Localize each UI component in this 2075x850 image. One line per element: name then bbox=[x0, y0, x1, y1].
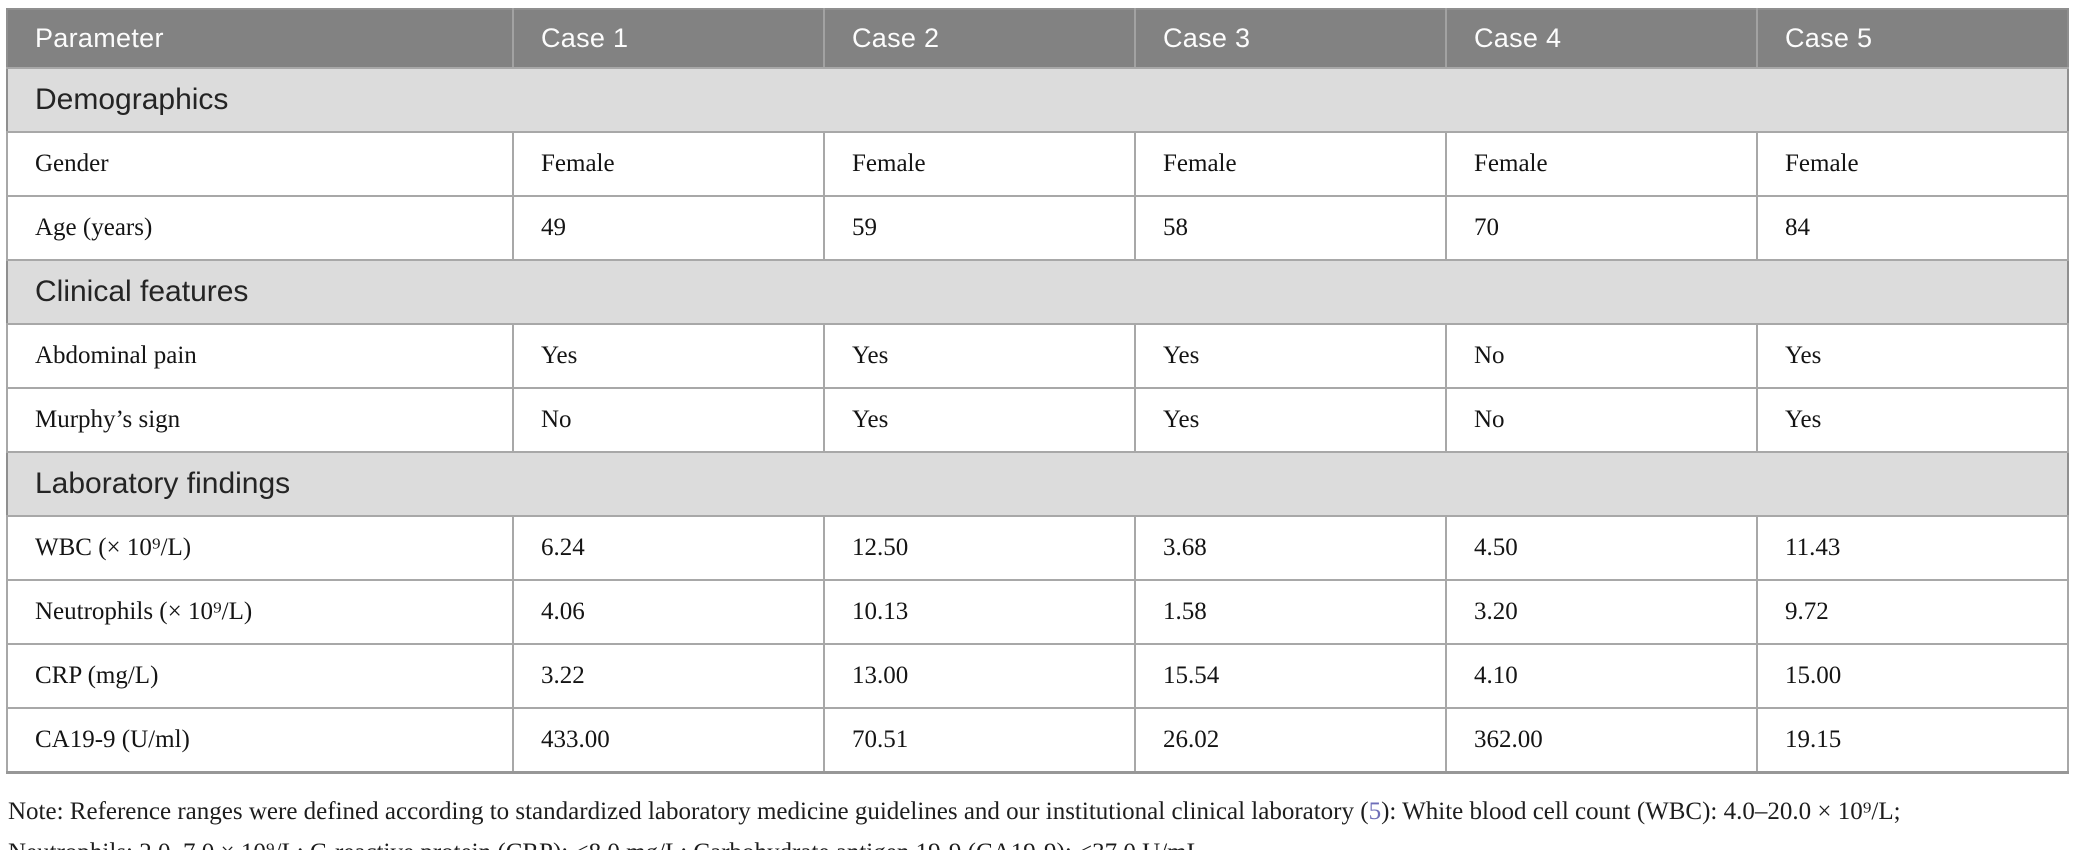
cell-age-case-5: 84 bbox=[1756, 195, 2069, 261]
cell-abdominal-pain-case-3: Yes bbox=[1134, 323, 1447, 389]
footnote: Note: Reference ranges were defined acco… bbox=[8, 791, 2067, 850]
cell-neutrophils-case-5: 9.72 bbox=[1756, 579, 2069, 645]
cell-neutrophils-case-1: 4.06 bbox=[512, 579, 825, 645]
cell-ca19-9-case-5: 19.15 bbox=[1756, 707, 2069, 774]
section-row-laboratory-findings: Laboratory findings bbox=[7, 451, 2068, 517]
cell-abdominal-pain-case-1: Yes bbox=[512, 323, 825, 389]
row-label-age: Age (years) bbox=[6, 195, 514, 261]
table-row-wbc: WBC (× 10⁹/L) 6.24 12.50 3.68 4.50 11.43 bbox=[6, 515, 2069, 581]
column-header-case-1: Case 1 bbox=[512, 9, 824, 69]
section-title-laboratory-findings: Laboratory findings bbox=[7, 451, 2068, 517]
column-header-case-2: Case 2 bbox=[823, 9, 1135, 69]
cell-crp-case-1: 3.22 bbox=[512, 643, 825, 709]
cell-murphys-sign-case-4: No bbox=[1445, 387, 1758, 453]
section-title-demographics: Demographics bbox=[7, 67, 2068, 133]
column-header-case-5: Case 5 bbox=[1756, 9, 2068, 69]
row-label-crp: CRP (mg/L) bbox=[6, 643, 514, 709]
cell-wbc-case-3: 3.68 bbox=[1134, 515, 1447, 581]
table-row-age: Age (years) 49 59 58 70 84 bbox=[6, 195, 2069, 261]
cell-age-case-4: 70 bbox=[1445, 195, 1758, 261]
cell-abdominal-pain-case-4: No bbox=[1445, 323, 1758, 389]
footnote-line2: Neutrophils: 2.0–7.0 × 10⁹/L; C-reactive… bbox=[8, 839, 1208, 850]
cell-neutrophils-case-3: 1.58 bbox=[1134, 579, 1447, 645]
row-label-abdominal-pain: Abdominal pain bbox=[6, 323, 514, 389]
section-row-demographics: Demographics bbox=[7, 67, 2068, 133]
cell-wbc-case-4: 4.50 bbox=[1445, 515, 1758, 581]
cell-murphys-sign-case-1: No bbox=[512, 387, 825, 453]
table-row-abdominal-pain: Abdominal pain Yes Yes Yes No Yes bbox=[6, 323, 2069, 389]
row-label-gender: Gender bbox=[6, 131, 514, 197]
section-row-clinical-features: Clinical features bbox=[7, 259, 2068, 325]
column-header-case-4: Case 4 bbox=[1445, 9, 1757, 69]
column-header-case-3: Case 3 bbox=[1134, 9, 1446, 69]
cell-age-case-1: 49 bbox=[512, 195, 825, 261]
cell-abdominal-pain-case-5: Yes bbox=[1756, 323, 2069, 389]
table-row-neutrophils: Neutrophils (× 10⁹/L) 4.06 10.13 1.58 3.… bbox=[6, 579, 2069, 645]
cell-crp-case-2: 13.00 bbox=[823, 643, 1136, 709]
cell-ca19-9-case-3: 26.02 bbox=[1134, 707, 1447, 774]
row-label-ca19-9: CA19-9 (U/ml) bbox=[6, 707, 514, 774]
cell-age-case-2: 59 bbox=[823, 195, 1136, 261]
cell-ca19-9-case-1: 433.00 bbox=[512, 707, 825, 774]
cell-crp-case-5: 15.00 bbox=[1756, 643, 2069, 709]
cell-abdominal-pain-case-2: Yes bbox=[823, 323, 1136, 389]
cell-murphys-sign-case-5: Yes bbox=[1756, 387, 2069, 453]
footnote-line1-post: ): White blood cell count (WBC): 4.0–20.… bbox=[1381, 798, 1901, 825]
cell-neutrophils-case-4: 3.20 bbox=[1445, 579, 1758, 645]
cell-wbc-case-5: 11.43 bbox=[1756, 515, 2069, 581]
column-header-parameter: Parameter bbox=[7, 9, 513, 69]
row-label-wbc: WBC (× 10⁹/L) bbox=[6, 515, 514, 581]
cell-gender-case-3: Female bbox=[1134, 131, 1447, 197]
cell-gender-case-1: Female bbox=[512, 131, 825, 197]
cell-crp-case-3: 15.54 bbox=[1134, 643, 1447, 709]
cell-gender-case-4: Female bbox=[1445, 131, 1758, 197]
reference-link-5[interactable]: 5 bbox=[1368, 798, 1382, 825]
table-row-gender: Gender Female Female Female Female Femal… bbox=[6, 131, 2069, 197]
cell-crp-case-4: 4.10 bbox=[1445, 643, 1758, 709]
section-title-clinical-features: Clinical features bbox=[7, 259, 2068, 325]
table-row-crp: CRP (mg/L) 3.22 13.00 15.54 4.10 15.00 bbox=[6, 643, 2069, 709]
cell-murphys-sign-case-2: Yes bbox=[823, 387, 1136, 453]
cell-neutrophils-case-2: 10.13 bbox=[823, 579, 1136, 645]
cell-wbc-case-2: 12.50 bbox=[823, 515, 1136, 581]
cell-ca19-9-case-4: 362.00 bbox=[1445, 707, 1758, 774]
table-row-ca19-9: CA19-9 (U/ml) 433.00 70.51 26.02 362.00 … bbox=[6, 707, 2069, 774]
cell-age-case-3: 58 bbox=[1134, 195, 1447, 261]
row-label-murphys-sign: Murphy’s sign bbox=[6, 387, 514, 453]
case-series-table: Parameter Case 1 Case 2 Case 3 Case 4 Ca… bbox=[6, 8, 2069, 774]
footnote-line1-pre: Note: Reference ranges were defined acco… bbox=[8, 798, 1369, 825]
cell-wbc-case-1: 6.24 bbox=[512, 515, 825, 581]
row-label-neutrophils: Neutrophils (× 10⁹/L) bbox=[6, 579, 514, 645]
header-row: Parameter Case 1 Case 2 Case 3 Case 4 Ca… bbox=[7, 9, 2068, 69]
table-row-murphys-sign: Murphy’s sign No Yes Yes No Yes bbox=[6, 387, 2069, 453]
cell-gender-case-5: Female bbox=[1756, 131, 2069, 197]
cell-ca19-9-case-2: 70.51 bbox=[823, 707, 1136, 774]
cell-murphys-sign-case-3: Yes bbox=[1134, 387, 1447, 453]
cell-gender-case-2: Female bbox=[823, 131, 1136, 197]
